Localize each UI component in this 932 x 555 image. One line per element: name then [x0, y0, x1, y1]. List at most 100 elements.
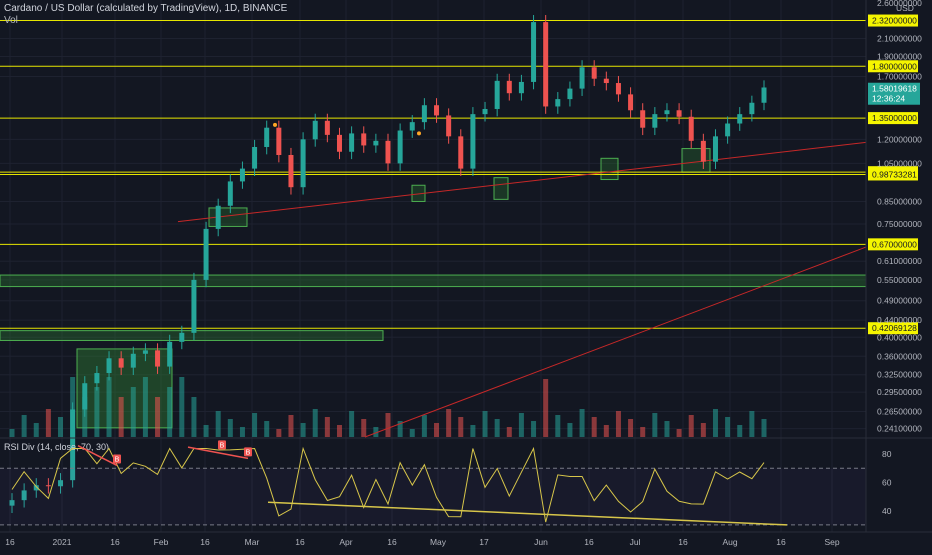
volume-bar — [227, 419, 233, 437]
volume-bar — [676, 429, 682, 437]
candle-body — [276, 127, 282, 156]
rsi-line[interactable] — [11, 446, 765, 523]
candle — [33, 478, 39, 498]
volume-bar — [45, 409, 51, 437]
candle — [518, 74, 524, 101]
volume-bar — [264, 421, 270, 437]
volume-bar — [155, 397, 161, 437]
volume-bar — [615, 411, 621, 437]
time-axis-label: Apr — [339, 537, 352, 547]
volume-bar — [470, 425, 476, 437]
level-price-tag — [868, 322, 918, 335]
candle — [9, 493, 15, 513]
divergence-marker — [244, 447, 252, 457]
level-price-tag — [868, 60, 918, 73]
candle — [361, 126, 367, 153]
demand-zone[interactable] — [493, 177, 509, 200]
time-axis-label: 16 — [5, 537, 15, 547]
candle-body — [640, 110, 646, 128]
candle-body — [264, 127, 270, 147]
time-axis-label: 16 — [295, 537, 305, 547]
candle — [385, 133, 391, 171]
candle — [45, 478, 51, 494]
candle — [506, 73, 512, 101]
candle-body — [725, 123, 731, 137]
trendline-support[interactable] — [177, 141, 867, 223]
volume-bar — [94, 387, 100, 437]
time-axis-label: 16 — [110, 537, 120, 547]
volume-bar — [106, 377, 112, 437]
candle — [118, 351, 124, 375]
candle — [397, 123, 403, 171]
level-price-tag — [868, 112, 918, 125]
candle-body — [45, 485, 51, 487]
volume-bar — [239, 427, 245, 437]
volume-bar — [531, 421, 537, 437]
volume-bar — [494, 419, 500, 437]
volume-bar — [603, 425, 609, 437]
price-tick-label: 0.85000000 — [877, 196, 922, 206]
demand-zone[interactable] — [0, 274, 867, 288]
candle-body — [239, 168, 245, 182]
demand-zone[interactable] — [600, 157, 619, 181]
candle — [155, 343, 161, 374]
time-axis-label: 16 — [200, 537, 210, 547]
volume-bar — [737, 425, 743, 437]
price-tick-label: 0.40000000 — [877, 332, 922, 342]
price-tick-label: 2.60000000 — [877, 0, 922, 8]
time-axis-label: Jun — [534, 537, 548, 547]
price-tick-label: 0.49000000 — [877, 296, 922, 306]
level-price-label: 0.98733281 — [872, 169, 917, 179]
level-price-label: 0.42069128 — [872, 323, 917, 333]
trendline-volume[interactable] — [364, 246, 867, 438]
divergence-marker — [218, 440, 226, 450]
candle — [712, 129, 718, 170]
volume-bar — [215, 411, 221, 437]
candle — [58, 473, 64, 494]
volume-bar — [361, 419, 367, 437]
candle — [349, 126, 355, 160]
candle-body — [458, 136, 464, 169]
volume-bar — [118, 397, 124, 437]
volume-bar — [567, 423, 573, 437]
candle-body — [409, 122, 415, 131]
candle — [409, 115, 415, 138]
price-tick-label: 1.05000000 — [877, 158, 922, 168]
candle-body — [688, 116, 694, 141]
volume-bar — [385, 413, 391, 437]
volume-bar — [434, 423, 440, 437]
candle-body — [118, 358, 124, 368]
chart-title: Cardano / US Dollar (calculated by Tradi… — [4, 3, 288, 14]
rsi-indicator-label[interactable]: RSI Div (14, close, 70, 30) — [4, 442, 109, 452]
volume-bar — [421, 415, 427, 437]
candle — [94, 365, 100, 391]
volume-bar — [179, 377, 185, 437]
time-axis-label: 16 — [387, 537, 397, 547]
candle — [227, 174, 233, 214]
candle — [167, 334, 173, 374]
price-tick-label: 0.61000000 — [877, 256, 922, 266]
volume-indicator-label[interactable]: Vol — [4, 15, 18, 26]
chart-header: Cardano / US Dollar (calculated by Tradi… — [4, 3, 287, 27]
candle — [70, 402, 76, 488]
time-axis-label: 16 — [678, 537, 688, 547]
price-tick-label: 1.70000000 — [877, 72, 922, 82]
volume-bar — [33, 423, 39, 437]
candle-body — [506, 80, 512, 94]
candle-body — [349, 133, 355, 152]
candle — [458, 129, 464, 176]
price-tick-label: 0.44000000 — [877, 315, 922, 325]
candle — [482, 101, 488, 122]
candle — [336, 127, 342, 160]
price-tick-label: 0.32500000 — [877, 370, 922, 380]
divergence-marker-label: B — [220, 442, 225, 449]
candle — [531, 15, 537, 90]
candle — [312, 113, 318, 147]
volume-bar — [203, 425, 209, 437]
candle — [567, 81, 573, 107]
candle-body — [434, 105, 440, 116]
currency-label: USD — [896, 3, 914, 13]
candle — [252, 139, 258, 176]
